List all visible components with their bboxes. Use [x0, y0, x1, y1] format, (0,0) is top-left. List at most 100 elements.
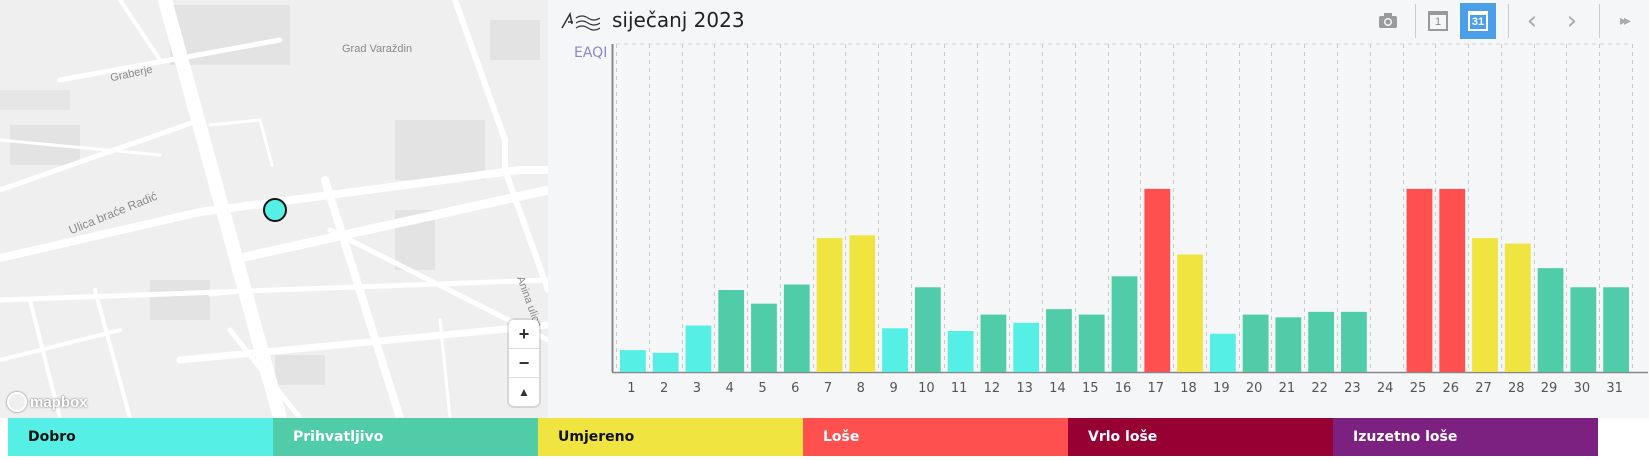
header-divider: [1415, 4, 1416, 38]
x-tick-label: 9: [889, 381, 897, 396]
bar[interactable]: [1570, 287, 1597, 372]
mapbox-icon: [7, 392, 27, 412]
bar[interactable]: [1144, 188, 1171, 372]
bar[interactable]: [1472, 238, 1498, 372]
x-tick-label: 1: [627, 381, 635, 396]
x-tick-label: 2: [660, 381, 668, 396]
bar[interactable]: [1111, 276, 1138, 372]
compass-button[interactable]: ▲: [509, 377, 539, 406]
x-tick-label: 13: [1016, 381, 1033, 396]
bar[interactable]: [1439, 188, 1466, 372]
x-tick-label: 31: [1606, 381, 1623, 396]
x-tick-label: 11: [951, 381, 968, 396]
bar[interactable]: [1537, 268, 1564, 372]
x-tick-label: 29: [1541, 381, 1558, 396]
x-tick-label: 6: [791, 381, 799, 396]
x-tick-label: 7: [824, 381, 832, 396]
bar[interactable]: [685, 325, 712, 372]
map-panel[interactable]: Grad Varaždin Graberje Ulica braće Radić…: [0, 0, 548, 418]
x-tick-label: 18: [1180, 381, 1197, 396]
x-tick-label: 19: [1213, 381, 1230, 396]
next-icon: ›: [1566, 6, 1578, 36]
legend-item: Izuzetno loše: [1333, 418, 1598, 456]
calendar-day-icon: 1: [1428, 11, 1448, 31]
legend-item: Dobro: [8, 418, 273, 456]
prev-button[interactable]: ‹: [1514, 3, 1550, 39]
legend-item: Umjereno: [538, 418, 803, 456]
bar[interactable]: [882, 328, 908, 372]
map-label-city: Grad Varaždin: [342, 43, 413, 55]
logo-icon: [561, 11, 600, 31]
station-marker[interactable]: [263, 198, 287, 222]
calendar-month-icon: 31: [1468, 11, 1488, 31]
bar[interactable]: [816, 238, 843, 372]
x-tick-label: 12: [984, 381, 1001, 396]
x-tick-label: 5: [758, 381, 766, 396]
bar[interactable]: [1275, 317, 1302, 372]
x-tick-label: 28: [1508, 381, 1525, 396]
x-tick-label: 26: [1442, 381, 1459, 396]
camera-icon: [1379, 13, 1397, 28]
x-tick-label: 27: [1475, 381, 1492, 396]
zoom-in-button[interactable]: +: [518, 324, 530, 344]
legend-item: Loše: [803, 418, 1068, 456]
x-tick-label: 24: [1377, 381, 1394, 396]
x-tick-label: 17: [1148, 381, 1165, 396]
day-view-button[interactable]: 1: [1420, 3, 1456, 39]
camera-button[interactable]: [1370, 3, 1406, 39]
map-roads: [0, 0, 548, 418]
bar[interactable]: [1177, 254, 1203, 372]
next-button[interactable]: ›: [1554, 3, 1590, 39]
eaqi-bar-chart: 1 2 3 4 5 6 7 8 9 10 11 12 13 14 15 16 17 18 19 20 21 22 23 24 2…: [611, 43, 1648, 396]
x-tick-label: 23: [1344, 381, 1361, 396]
bar[interactable]: [947, 331, 974, 372]
zoom-out-button[interactable]: −: [509, 348, 539, 377]
bar[interactable]: [849, 235, 876, 372]
bar[interactable]: [1308, 311, 1335, 372]
bar[interactable]: [783, 284, 810, 372]
x-tick-label: 10: [918, 381, 935, 396]
month-view-button[interactable]: 31: [1460, 3, 1496, 39]
x-tick-label: 21: [1279, 381, 1296, 396]
x-tick-label: 25: [1410, 381, 1427, 396]
x-tick-label: 14: [1049, 381, 1066, 396]
chart-title: siječanj 2023: [612, 8, 745, 32]
x-tick-label: 30: [1574, 381, 1591, 396]
bar[interactable]: [652, 352, 679, 372]
chart-header: siječanj 2023 1 31 ‹ › ▸▸: [548, 0, 1649, 42]
bar[interactable]: [1406, 188, 1433, 372]
legend-item: Prihvatljivo: [273, 418, 538, 456]
bar[interactable]: [1078, 314, 1105, 372]
bar[interactable]: [1209, 333, 1236, 372]
x-tick-label: 22: [1311, 381, 1328, 396]
bar[interactable]: [1046, 309, 1072, 372]
bar[interactable]: [620, 350, 646, 372]
prev-icon: ‹: [1526, 6, 1538, 36]
x-tick-label: 15: [1082, 381, 1099, 396]
bar[interactable]: [1242, 314, 1269, 372]
bar[interactable]: [1013, 322, 1040, 372]
x-tick-label: 4: [726, 381, 734, 396]
x-tick-label: 16: [1115, 381, 1132, 396]
mapbox-logo-text: mapbox: [30, 393, 88, 411]
fast-forward-button[interactable]: ▸▸: [1606, 3, 1642, 39]
bar[interactable]: [1504, 243, 1531, 372]
header-divider: [1508, 4, 1509, 38]
bar[interactable]: [751, 303, 777, 372]
x-tick-label: 3: [693, 381, 701, 396]
bar[interactable]: [1603, 287, 1629, 372]
bar[interactable]: [718, 290, 745, 372]
bar[interactable]: [914, 287, 941, 372]
bar[interactable]: [980, 314, 1007, 372]
x-tick-label: 20: [1246, 381, 1263, 396]
fast-forward-icon: ▸▸: [1619, 13, 1631, 29]
bar[interactable]: [1341, 311, 1367, 372]
legend-item: Vrlo loše: [1068, 418, 1333, 456]
zoom-control: + − ▲: [509, 320, 539, 406]
legend: Dobro Prihvatljivo Umjereno Loše Vrlo loše Iz…: [8, 418, 1598, 456]
x-tick-label: 8: [857, 381, 865, 396]
mapbox-logo[interactable]: mapbox: [7, 392, 88, 412]
y-axis-label: EAQI: [574, 45, 608, 61]
header-divider: [1599, 4, 1600, 38]
